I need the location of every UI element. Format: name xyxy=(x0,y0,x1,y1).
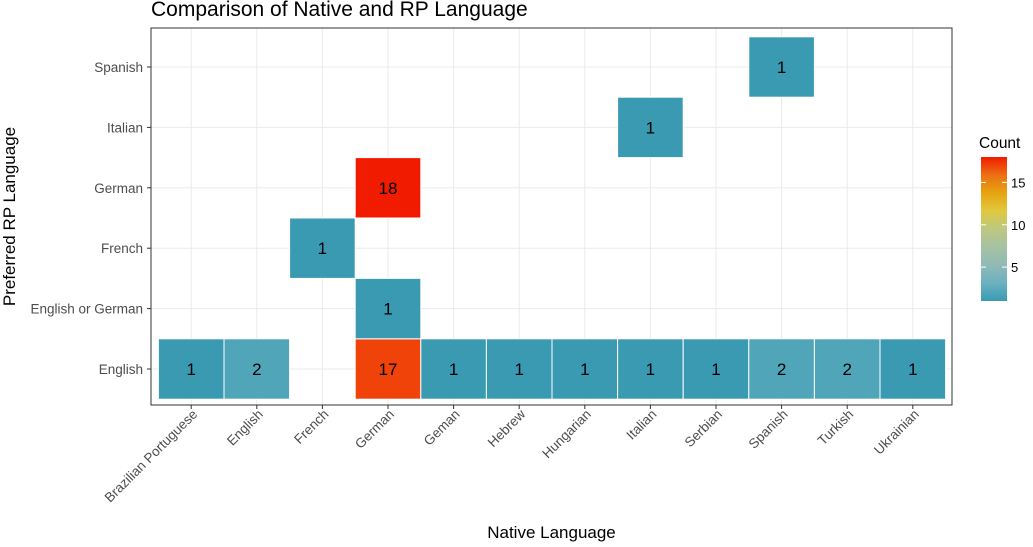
tile-value-label: 1 xyxy=(318,239,327,258)
x-tick-label: English xyxy=(224,407,266,449)
heatmap-tile xyxy=(354,157,422,219)
legend-tick-label: 15 xyxy=(1011,175,1025,190)
heatmap-tile xyxy=(682,338,750,400)
x-tick-label: Italian xyxy=(623,407,659,443)
tile-value-label: 1 xyxy=(580,360,589,379)
x-tick-label: Geman xyxy=(421,407,463,449)
heatmap-tile xyxy=(617,96,684,159)
x-tick-label: Ukrainian xyxy=(871,407,922,458)
heatmap-tile xyxy=(551,338,619,400)
chart-title: Comparison of Native and RP Language xyxy=(151,0,528,21)
heatmap-tile xyxy=(879,338,947,400)
color-legend: Count 5 10 15 xyxy=(979,135,1025,301)
y-axis-title: Preferred RP Language xyxy=(0,127,19,306)
legend-tick-label: 10 xyxy=(1011,218,1025,233)
tile-value-label: 2 xyxy=(252,360,261,379)
y-tick-label: German xyxy=(94,181,143,196)
tile-value-label: 2 xyxy=(777,360,786,379)
x-axis-title: Native Language xyxy=(487,523,616,542)
x-tick-label: Hebrew xyxy=(485,406,529,450)
x-tick-label: German xyxy=(352,407,397,452)
heatmap-tile xyxy=(813,338,881,400)
x-tick-label: Hungarian xyxy=(539,407,594,462)
y-tick-label: French xyxy=(101,241,143,256)
tile-value-label: 1 xyxy=(514,360,523,379)
legend-colorbar xyxy=(981,157,1007,301)
tile-value-label: 1 xyxy=(186,360,195,379)
tile-value-label: 2 xyxy=(842,360,851,379)
tile-value-label: 1 xyxy=(646,360,655,379)
tile-value-label: 18 xyxy=(379,179,398,198)
x-tick-label: French xyxy=(291,407,331,447)
y-tick-label: English xyxy=(99,362,143,377)
tile-value-label: 1 xyxy=(777,58,786,77)
tile-value-label: 1 xyxy=(383,300,392,319)
heatmap-tiles: 1 2 17 1 1 1 1 1 2 2 1 1 1 18 1 1 xyxy=(157,36,947,400)
heatmap-tile xyxy=(354,277,422,340)
tile-value-label: 17 xyxy=(379,360,398,379)
heatmap-tile xyxy=(223,338,291,400)
heatmap-tile xyxy=(420,338,487,400)
heatmap-tile xyxy=(157,338,225,400)
legend-title: Count xyxy=(979,135,1021,152)
tile-value-label: 1 xyxy=(646,118,655,137)
tile-value-label: 1 xyxy=(711,360,720,379)
legend-tick-label: 5 xyxy=(1011,260,1018,275)
y-tick-label: Italian xyxy=(107,120,143,135)
x-tick-label: Serbian xyxy=(682,407,726,451)
heatmap-tile xyxy=(289,217,356,279)
y-axis-ticks: English English or German French German Ital… xyxy=(30,60,151,377)
y-tick-label: English or German xyxy=(30,302,143,317)
x-tick-label: Turkish xyxy=(815,407,857,449)
heatmap-tile xyxy=(748,36,815,98)
x-axis-ticks: Brazilian Portuguese English French German G… xyxy=(102,405,922,505)
y-tick-label: Spanish xyxy=(94,60,143,75)
panel-border xyxy=(150,27,953,406)
x-tick-label: Brazilian Portuguese xyxy=(102,407,201,506)
tile-value-label: 1 xyxy=(908,360,917,379)
tile-value-label: 1 xyxy=(449,360,458,379)
legend-ticks: 5 10 15 xyxy=(981,175,1025,275)
x-tick-label: Spanish xyxy=(746,407,791,452)
